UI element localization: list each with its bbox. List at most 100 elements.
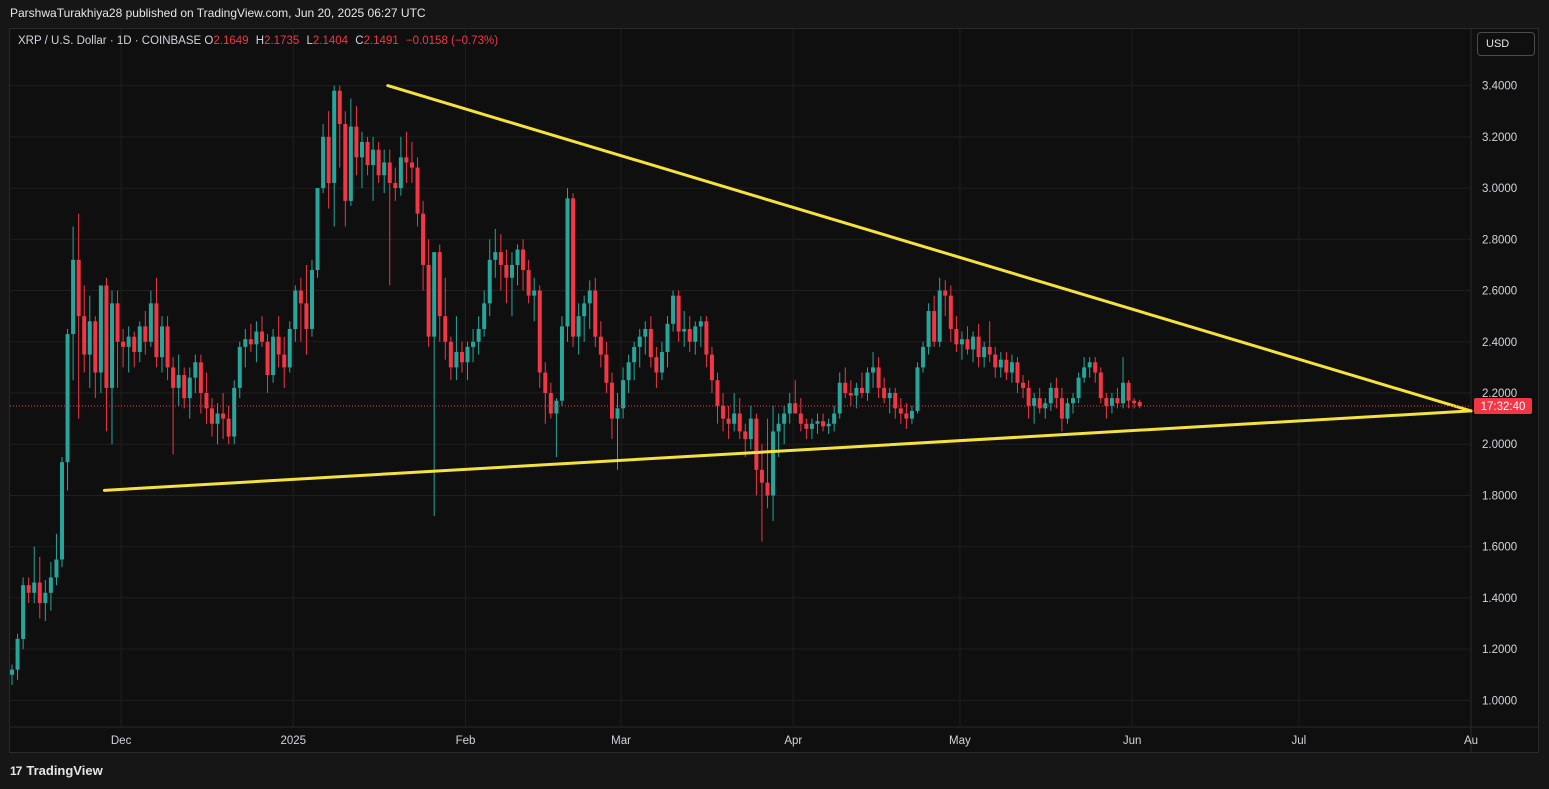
trendline-descending[interactable] [386, 84, 1473, 413]
chart-pane[interactable] [9, 28, 1539, 753]
candle-body [732, 413, 737, 424]
candle-body [193, 362, 198, 378]
candle-body [882, 387, 887, 399]
candle-body [115, 303, 120, 342]
symbol-legend: XRP / U.S. Dollar · 1D · COINBASE O2.164… [18, 35, 502, 47]
candle [409, 141, 414, 183]
candle [393, 167, 398, 201]
candle-body [765, 482, 770, 496]
candle-body [1009, 362, 1014, 373]
candle [398, 136, 403, 196]
candle [765, 418, 770, 509]
candle-body [532, 290, 537, 296]
x-tick-label: Jul [1291, 735, 1306, 747]
candle [871, 352, 876, 388]
candle-body [565, 198, 570, 327]
candle [737, 398, 742, 440]
candle-body [948, 295, 953, 329]
tradingview-logo-icon: 17 [10, 763, 22, 778]
candle-body [215, 413, 220, 424]
candle [771, 405, 776, 522]
candle [104, 277, 109, 432]
candle-body [1093, 362, 1098, 373]
candle-body [954, 328, 959, 345]
candle-body [348, 126, 353, 201]
candle-body [226, 418, 231, 437]
candle-body [709, 354, 714, 381]
candle [154, 277, 159, 368]
candle [593, 277, 598, 347]
x-tick-label: Au [1464, 735, 1478, 747]
candle [1021, 375, 1026, 399]
candle-body [243, 339, 248, 347]
candle [1071, 393, 1076, 414]
candle-body [776, 423, 781, 432]
candle [337, 85, 342, 168]
candle [787, 393, 792, 424]
open-key: O [204, 35, 214, 47]
candle [626, 354, 631, 393]
candle-body [221, 413, 226, 419]
candle-body [821, 421, 826, 427]
candle-body [837, 382, 842, 414]
candle [187, 367, 192, 419]
candle [298, 277, 303, 342]
candle-body [432, 252, 437, 337]
y-tick-label: 3.2000 [1482, 132, 1517, 144]
candle [543, 362, 548, 424]
tradingview-logo[interactable]: 17 TradingView [10, 763, 103, 778]
candle [1126, 380, 1131, 409]
candle-body [87, 321, 92, 355]
candle-body [271, 336, 276, 376]
candle-body [471, 341, 476, 347]
candle [959, 331, 964, 360]
candle [1037, 387, 1042, 414]
candle-body [971, 336, 976, 350]
candle-body [448, 341, 453, 368]
candle [59, 457, 64, 568]
candle-body [582, 303, 587, 317]
symbol-name[interactable]: XRP / U.S. Dollar · 1D · COINBASE [18, 35, 202, 47]
candle [554, 398, 559, 458]
candle-body [104, 285, 109, 388]
candle [221, 393, 226, 440]
candle-body [32, 582, 37, 593]
candle-body [798, 413, 803, 424]
candle-body [704, 321, 709, 355]
candle-body [743, 431, 748, 440]
candle [232, 380, 237, 445]
candle [993, 346, 998, 378]
candle [798, 398, 803, 432]
candle-body [232, 387, 237, 437]
candle [1004, 352, 1009, 381]
candle-body [904, 413, 909, 419]
candle-body [98, 285, 103, 373]
candle [365, 136, 370, 176]
candle-body [332, 90, 337, 183]
candle-body [1004, 359, 1009, 373]
price-axis[interactable]: 3.4000 3.2000 3.0000 2.8000 2.6000 2.4000 2.20… [1470, 29, 1517, 752]
candle-body [854, 387, 859, 396]
candle [998, 352, 1003, 378]
candle [948, 285, 953, 342]
candle-body [359, 141, 364, 158]
candle-body [793, 403, 798, 414]
candle [315, 188, 320, 278]
time-axis[interactable]: Dec 2025 Feb Mar Apr May Jun Jul Au [10, 726, 1538, 747]
candle-body [443, 316, 448, 342]
currency-button[interactable]: USD [1477, 32, 1535, 56]
candle-body [598, 336, 603, 355]
candle [348, 98, 353, 207]
candle [909, 405, 914, 424]
trendlines[interactable] [102, 84, 1473, 492]
trendline-ascending[interactable] [102, 409, 1473, 492]
candle-body [498, 252, 503, 265]
candle-body [1109, 398, 1114, 406]
candle [526, 259, 531, 304]
candle-body [337, 90, 342, 125]
candle-body [82, 316, 87, 355]
candle [748, 405, 753, 450]
candle-body [343, 124, 348, 201]
candle-body [265, 341, 270, 376]
